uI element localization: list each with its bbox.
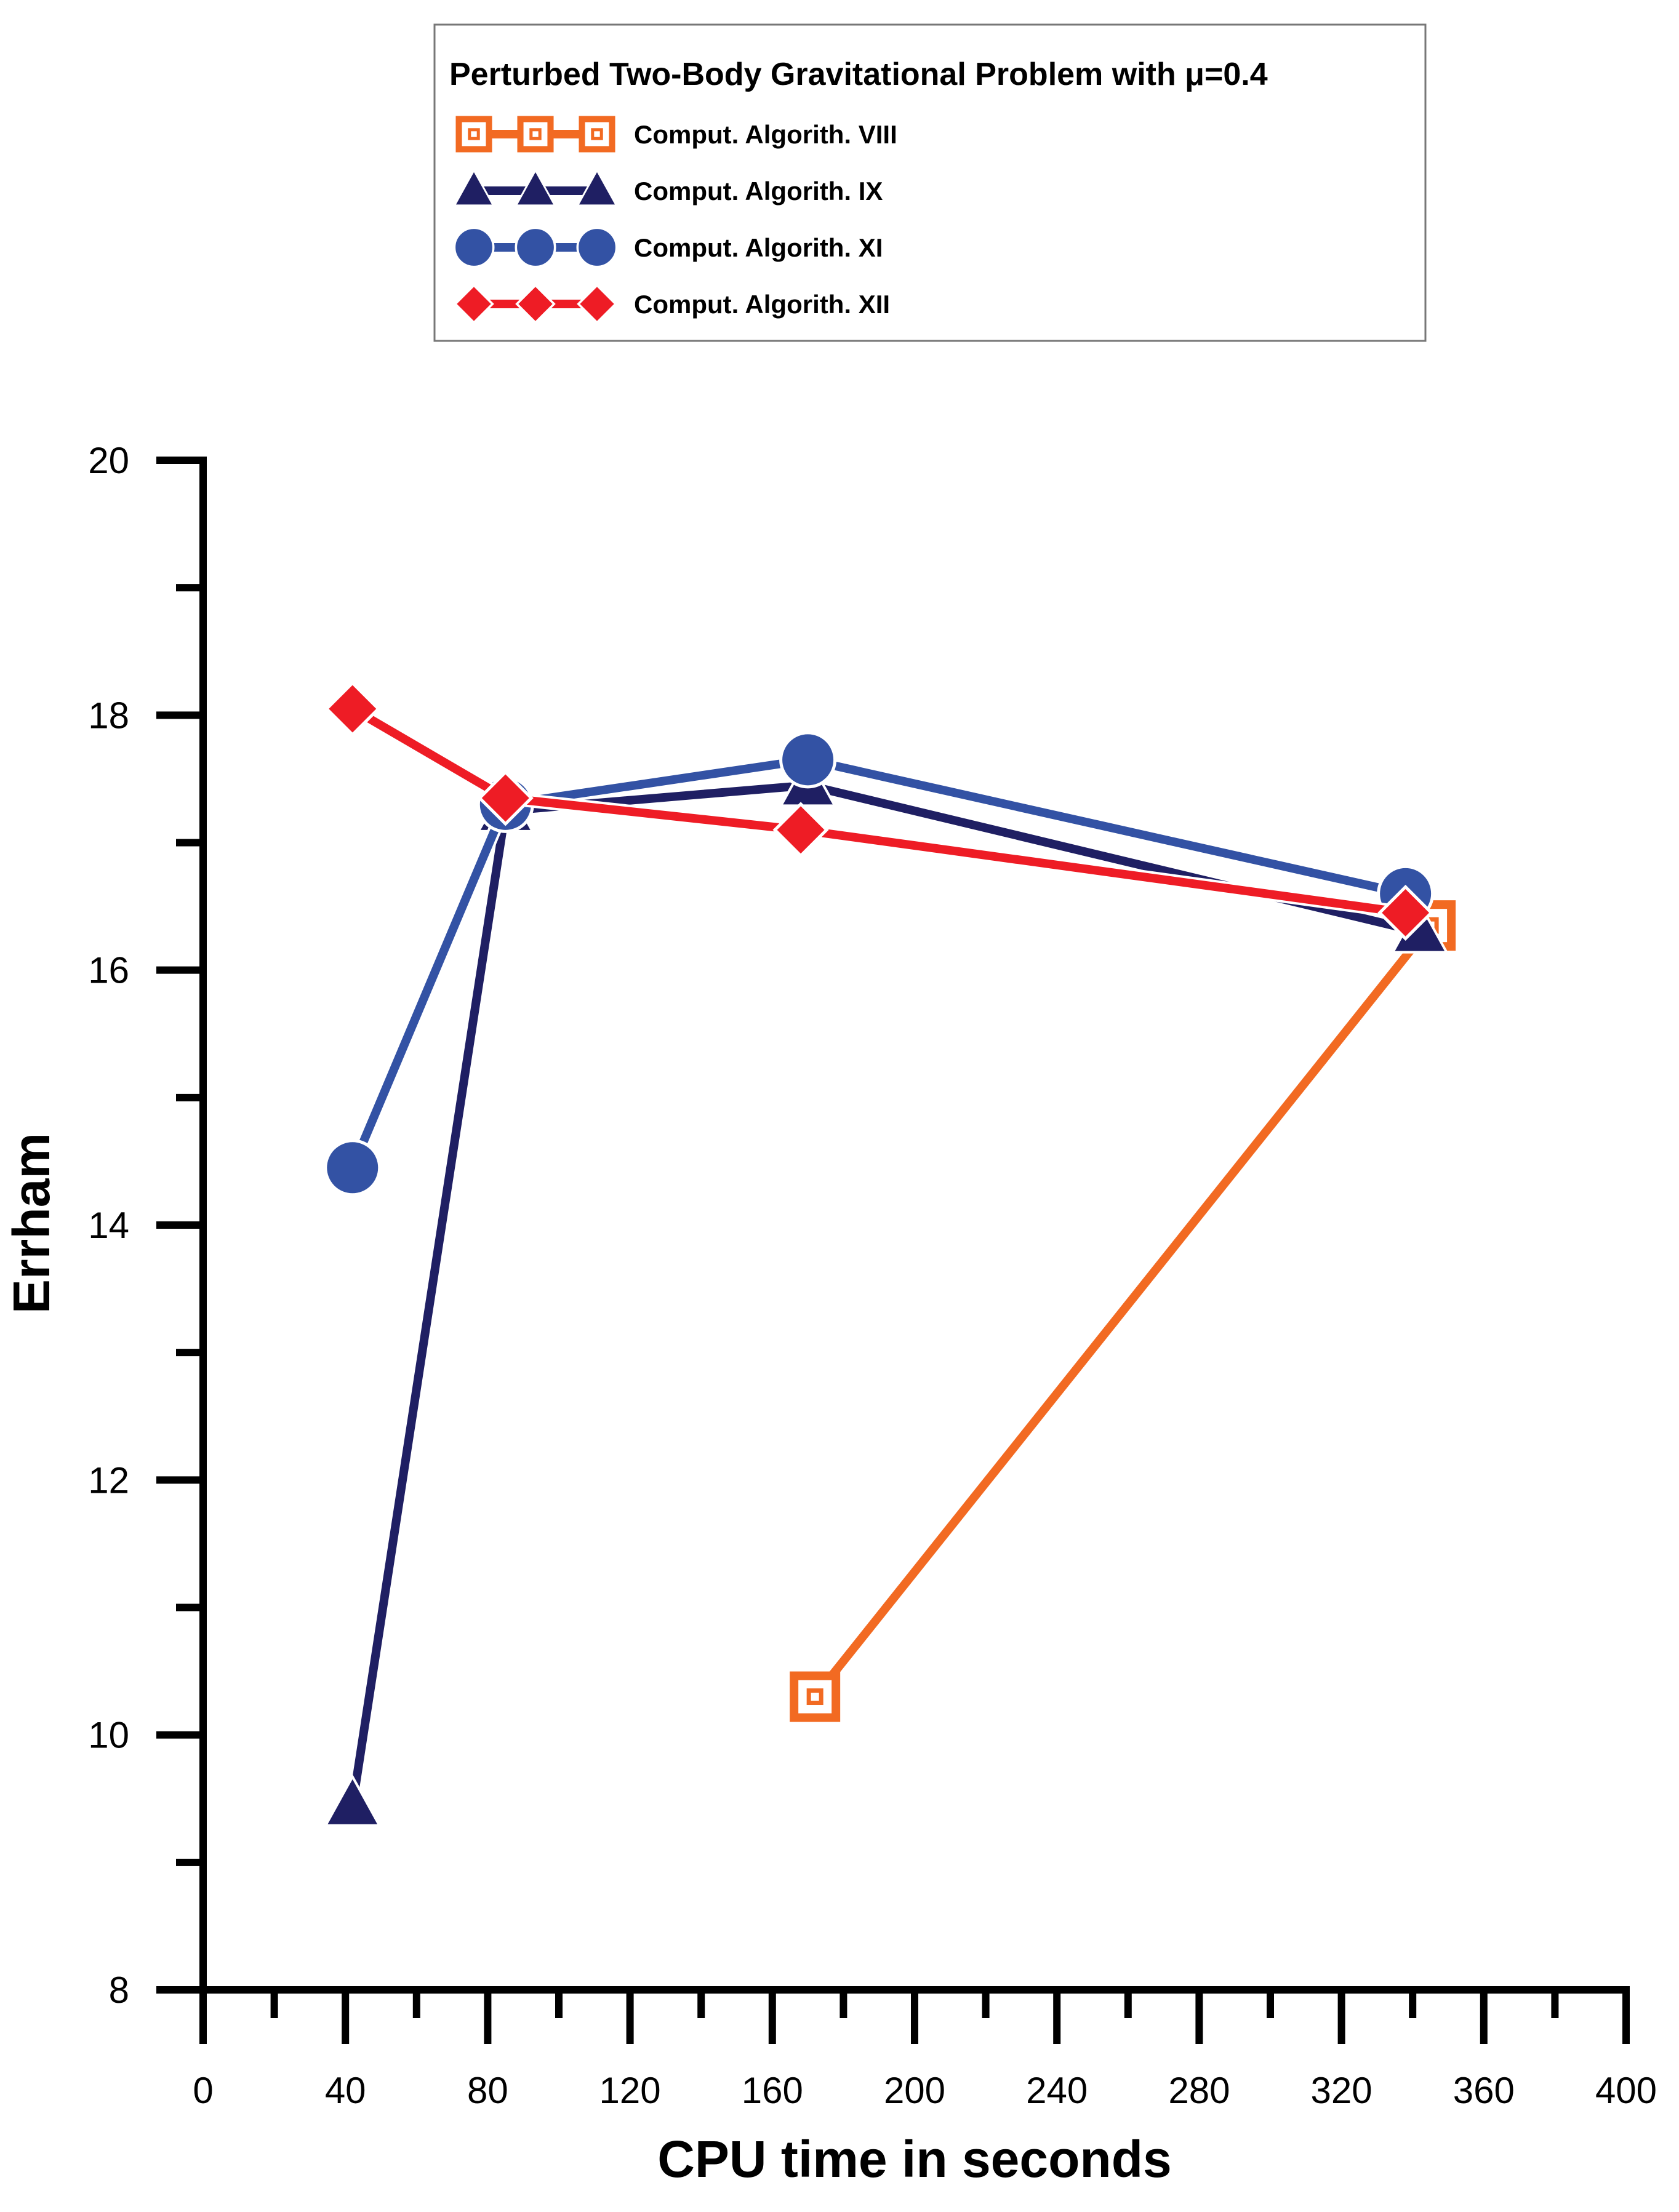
y-axis-title: Errham — [2, 1133, 60, 1314]
x-ticks: 0 40 80 120 160 200 240 280 320 360 400 — [193, 1990, 1657, 2111]
square-marker-outer — [790, 1671, 841, 1722]
x-tick-label: 160 — [742, 2070, 803, 2111]
y-tick-label: 18 — [88, 695, 129, 736]
diamond-marker — [577, 284, 617, 324]
x-tick-label: 120 — [599, 2070, 661, 2111]
diamond-marker — [772, 802, 829, 858]
diamond-marker — [515, 284, 556, 324]
square-marker — [517, 116, 554, 153]
x-tick-label: 360 — [1453, 2070, 1515, 2111]
diamond-marker — [477, 770, 534, 826]
series-line — [348, 781, 1421, 1806]
axes: 8 10 12 14 16 18 20 0 40 80 120 160 200 240 280 320 360… — [2, 440, 1657, 2188]
circle-marker — [453, 226, 495, 268]
legend-item: Comput. Algorith. VIII — [455, 116, 897, 153]
legend-item: Comput. Algorith. XI — [453, 226, 883, 268]
y-tick-label: 12 — [88, 1459, 129, 1501]
square-marker-inner — [591, 128, 603, 140]
x-tick-label: 80 — [467, 2070, 508, 2111]
legend-item: Comput. Algorith. XII — [454, 284, 890, 324]
x-tick-label: 320 — [1311, 2070, 1372, 2111]
y-tick-label: 20 — [88, 440, 129, 481]
legend-title: Perturbed Two-Body Gravitational Problem… — [449, 57, 1268, 92]
x-axis-title: CPU time in seconds — [657, 2130, 1172, 2188]
circle-marker — [515, 226, 556, 268]
square-marker — [455, 116, 492, 153]
legend-label: Comput. Algorith. IX — [634, 177, 883, 206]
diamond-marker — [454, 284, 494, 324]
square-marker-outer — [517, 116, 554, 153]
circle-marker — [779, 731, 837, 789]
series-line — [350, 705, 1406, 917]
square-marker — [790, 1671, 841, 1722]
legend: Perturbed Two-Body Gravitational Problem… — [433, 23, 1427, 342]
series — [324, 681, 1434, 941]
series — [790, 900, 1456, 1722]
y-tick-label: 16 — [88, 950, 129, 991]
x-tick-label: 40 — [325, 2070, 366, 2111]
circle-marker — [324, 1139, 382, 1197]
legend-label: Comput. Algorith. XI — [634, 233, 883, 262]
triangle-marker — [515, 168, 556, 207]
x-tick-label: 280 — [1168, 2070, 1230, 2111]
legend-items: Comput. Algorith. VIII Comput. Algorith. … — [453, 116, 897, 324]
square-marker-outer — [455, 116, 492, 153]
circle-marker — [576, 226, 618, 268]
diamond-marker — [1377, 884, 1434, 941]
y-tick-label: 14 — [88, 1205, 129, 1246]
legend-label: Comput. Algorith. XII — [634, 290, 890, 319]
y-tick-label: 8 — [109, 1970, 129, 2011]
x-tick-label: 400 — [1595, 2070, 1657, 2111]
y-tick-label: 10 — [88, 1715, 129, 1756]
x-tick-label: 200 — [884, 2070, 945, 2111]
x-tick-label: 0 — [193, 2070, 213, 2111]
x-tick-label: 240 — [1026, 2070, 1088, 2111]
square-marker-inner — [529, 128, 542, 140]
series-line-halo — [345, 778, 1422, 1807]
triangle-marker — [323, 1774, 382, 1827]
square-marker — [579, 116, 615, 153]
legend-item: Comput. Algorith. IX — [453, 168, 883, 207]
square-marker-inner — [806, 1688, 823, 1706]
triangle-marker — [576, 168, 618, 207]
triangle-marker — [453, 168, 495, 207]
series — [323, 754, 1449, 1827]
diamond-marker — [324, 681, 381, 737]
legend-label: Comput. Algorith. VIII — [634, 120, 897, 149]
series-line — [348, 755, 1407, 1170]
series-line — [811, 922, 1434, 1699]
series-layer — [323, 681, 1456, 1827]
plot-area — [323, 681, 1456, 1827]
square-marker-inner — [468, 128, 480, 140]
y-ticks: 8 10 12 14 16 18 20 — [88, 440, 203, 2011]
